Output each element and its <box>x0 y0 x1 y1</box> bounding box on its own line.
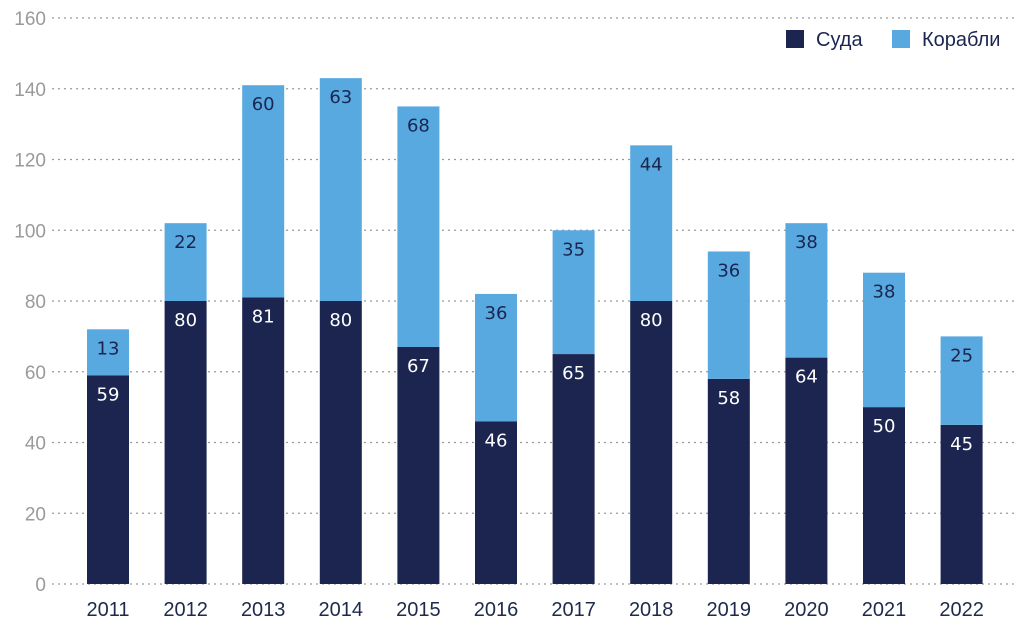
data-label-2020-korabli: 38 <box>795 232 818 253</box>
bar-2015-korabli <box>397 106 440 347</box>
x-tick-label-2021: 2021 <box>862 599 907 621</box>
data-label-2013-korabli: 60 <box>252 94 275 115</box>
bar-2013-korabli <box>242 85 285 298</box>
legend-swatch-suda <box>786 30 804 48</box>
bar-2011-suda <box>87 375 129 584</box>
x-tick-label-2022: 2022 <box>939 599 984 621</box>
y-tick-label-80: 80 <box>25 292 46 313</box>
bar-2014-suda <box>319 301 362 584</box>
bar-2012-korabli <box>164 223 207 301</box>
data-label-2014-korabli: 63 <box>329 87 352 108</box>
data-label-2017-suda: 65 <box>562 363 585 384</box>
bar-2021-suda <box>863 407 905 584</box>
x-axis-ticks: 2011 2012 2013 2014 2015 2016 2017 2018 2019 2020… <box>86 599 983 621</box>
x-tick-label-2015: 2015 <box>396 599 441 621</box>
bar-2018-suda <box>630 301 673 584</box>
data-label-2016-suda: 46 <box>485 430 508 451</box>
bar-2019-suda <box>707 378 750 584</box>
y-tick-label-120: 120 <box>14 151 46 172</box>
bar-2014-korabli <box>319 78 362 301</box>
y-tick-label-20: 20 <box>25 504 46 525</box>
data-label-2015-korabli: 68 <box>407 115 430 136</box>
data-label-2022-korabli: 25 <box>950 345 973 366</box>
x-tick-label-2011: 2011 <box>86 599 129 621</box>
legend-swatch-korabli <box>892 30 910 48</box>
y-tick-label-40: 40 <box>25 434 46 455</box>
data-label-2018-korabli: 44 <box>640 154 663 175</box>
data-label-2011-korabli: 13 <box>97 338 120 359</box>
bar-2016-suda <box>475 421 517 584</box>
bar-2013-suda <box>242 297 285 584</box>
legend-label-korabli: Корабли <box>922 29 1000 51</box>
data-label-2012-suda: 80 <box>174 310 197 331</box>
data-label-2019-suda: 58 <box>717 388 740 409</box>
data-label-2020-suda: 64 <box>795 367 818 388</box>
data-label-2015-suda: 67 <box>407 356 430 377</box>
bar-2016-korabli <box>475 293 517 422</box>
bar-2011-korabli <box>87 329 129 376</box>
bar-2021-korabli <box>863 272 905 408</box>
data-label-2019-korabli: 36 <box>717 260 740 281</box>
data-label-2021-suda: 50 <box>873 416 896 437</box>
data-label-2012-korabli: 22 <box>174 232 197 253</box>
bar-2020-suda <box>785 357 828 584</box>
data-label-2017-korabli: 35 <box>562 239 585 260</box>
bars <box>87 78 983 584</box>
x-tick-label-2017: 2017 <box>551 599 596 621</box>
data-label-2018-suda: 80 <box>640 310 663 331</box>
data-label-2011-suda: 59 <box>97 384 120 405</box>
y-tick-label-60: 60 <box>25 363 46 384</box>
bar-2018-korabli <box>630 145 673 301</box>
x-tick-label-2014: 2014 <box>319 599 364 621</box>
x-tick-label-2013: 2013 <box>241 599 286 621</box>
y-tick-label-160: 160 <box>14 9 46 30</box>
y-tick-label-0: 0 <box>35 575 46 596</box>
bar-2022-korabli <box>940 336 983 425</box>
y-axis-ticks: 0 20 40 60 80 100 120 140 160 <box>14 9 46 596</box>
data-label-2014-suda: 80 <box>329 310 352 331</box>
data-label-2013-suda: 81 <box>252 306 275 327</box>
bar-2019-korabli <box>707 251 750 379</box>
bar-2017-korabli <box>552 230 595 355</box>
grid-lines <box>52 17 1014 585</box>
data-label-2016-korabli: 36 <box>485 303 508 324</box>
x-tick-label-2019: 2019 <box>707 599 752 621</box>
x-tick-label-2018: 2018 <box>629 599 674 621</box>
data-label-2021-korabli: 38 <box>873 282 896 303</box>
legend: Суда Корабли <box>786 29 1000 51</box>
bar-2020-korabli <box>785 223 828 358</box>
bar-2022-suda <box>940 424 983 584</box>
x-tick-label-2016: 2016 <box>474 599 519 621</box>
bar-2012-suda <box>164 301 207 584</box>
bar-2015-suda <box>397 346 440 584</box>
legend-label-suda: Суда <box>816 29 863 51</box>
y-tick-label-140: 140 <box>14 80 46 101</box>
x-tick-label-2020: 2020 <box>784 599 829 621</box>
data-labels: 59 13 80 22 81 60 80 63 67 68 46 36 65 35 80 44 58 36 64 38… <box>97 87 974 455</box>
x-tick-label-2012: 2012 <box>163 599 208 621</box>
bar-2017-suda <box>552 354 595 584</box>
y-tick-label-100: 100 <box>14 221 46 242</box>
data-label-2022-suda: 45 <box>950 434 973 455</box>
